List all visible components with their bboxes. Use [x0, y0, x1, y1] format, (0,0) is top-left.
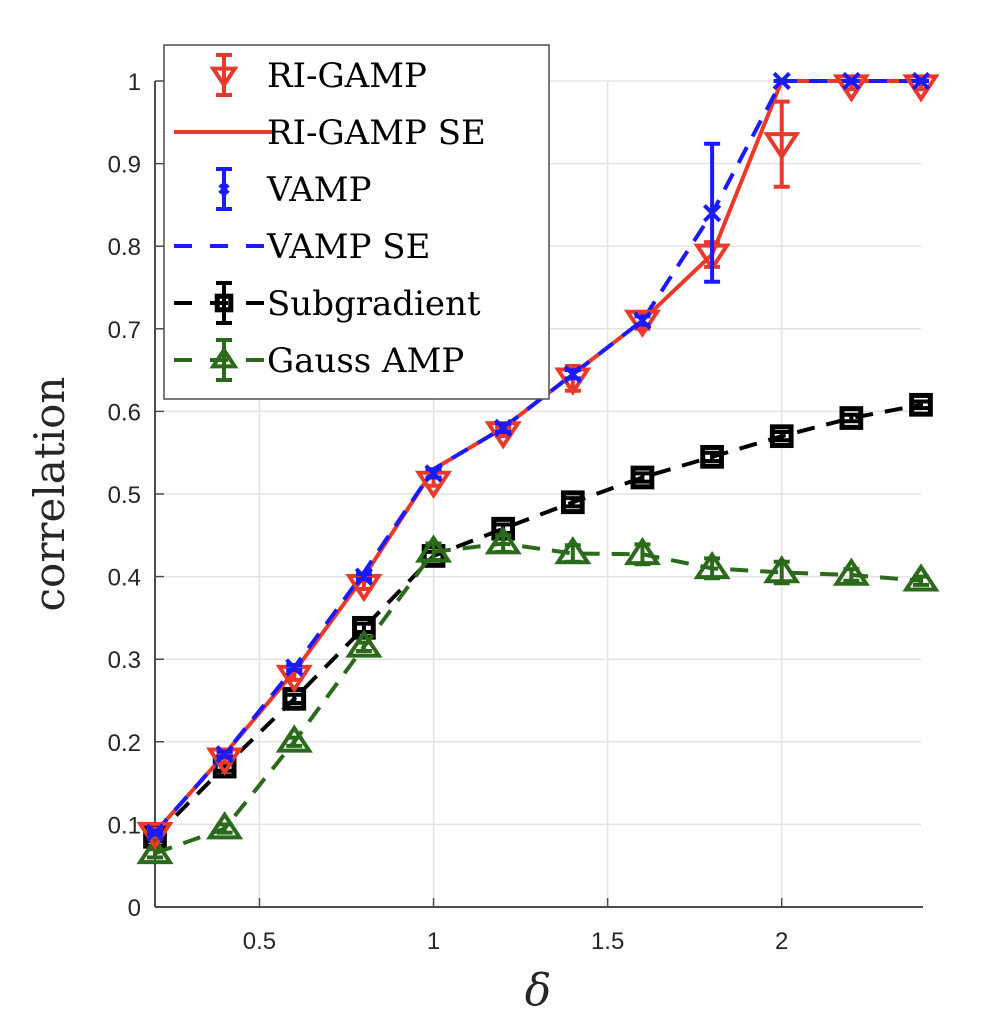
square-marker — [352, 615, 376, 640]
error-bar — [564, 496, 581, 509]
x-marker — [354, 567, 374, 586]
triangle-up-marker — [136, 835, 174, 865]
square-marker — [839, 406, 864, 430]
x-marker-stroke — [494, 418, 513, 438]
y-tick-label: 0.4 — [108, 565, 141, 592]
y-tick-label: 0.1 — [108, 812, 141, 839]
x-marker-stroke — [218, 183, 230, 195]
x-tick-label: 1 — [427, 928, 440, 955]
legend-label: VAMP SE — [266, 227, 430, 267]
series-vamp — [145, 71, 931, 842]
x-marker-stroke — [215, 745, 234, 764]
x-marker-stroke — [702, 204, 722, 223]
x-tick-label: 0.5 — [243, 928, 276, 955]
legend-entry: Gauss AMP — [174, 338, 464, 382]
x-marker — [563, 365, 582, 384]
y-tick-label: 0.7 — [108, 317, 141, 344]
error-bar — [913, 399, 929, 411]
triangle-up-marker — [554, 536, 592, 565]
y-tick-label: 0 — [128, 895, 141, 922]
square-marker — [909, 392, 933, 417]
legend-entry: VAMP SE — [174, 227, 430, 267]
legend-entry: Subgradient — [174, 281, 481, 325]
y-tick-label: 0.5 — [108, 482, 141, 509]
triangle-up-marker — [693, 550, 731, 580]
triangle-down-marker — [763, 132, 801, 161]
series-vamp-se — [153, 79, 921, 834]
legend-label: RI-GAMP SE — [267, 113, 486, 153]
square-marker — [769, 424, 794, 449]
x-axis-label: δ — [525, 965, 552, 1016]
legend-label: Subgradient — [267, 284, 481, 324]
triangle-up-marker — [484, 526, 522, 555]
triangle-down-marker — [209, 66, 239, 89]
error-bar — [773, 99, 790, 189]
x-tick-label: 2 — [775, 928, 788, 955]
x-marker — [218, 183, 230, 195]
triangle-up-marker — [206, 811, 244, 840]
triangle-up-marker — [902, 563, 940, 592]
y-tick-label: 0.3 — [108, 647, 141, 674]
y-tick-label: 0.6 — [108, 399, 141, 426]
y-tick-label: 0.8 — [108, 234, 141, 261]
x-marker — [285, 658, 304, 677]
x-marker-stroke — [842, 71, 861, 91]
x-marker — [494, 418, 513, 438]
triangle-up-marker — [345, 629, 383, 658]
x-marker-stroke — [424, 464, 443, 483]
x-marker — [424, 464, 443, 483]
y-tick-label: 1 — [128, 69, 141, 96]
x-marker-stroke — [633, 311, 652, 330]
error-bar — [286, 692, 303, 705]
x-marker — [772, 71, 791, 91]
square-marker — [560, 490, 585, 515]
y-axis-label: correlation — [25, 377, 74, 612]
x-marker-stroke — [772, 71, 791, 91]
x-marker — [911, 71, 931, 91]
triangle-up-marker — [414, 534, 453, 563]
triangle-up-marker — [763, 555, 801, 584]
error-bar — [773, 430, 790, 443]
x-tick-label: 1.5 — [591, 928, 624, 955]
x-marker-stroke — [145, 823, 165, 842]
x-marker-stroke — [354, 567, 374, 586]
triangle-up-marker — [623, 536, 662, 566]
series-gauss-amp — [136, 526, 940, 865]
error-bar — [843, 412, 860, 424]
square-marker — [214, 293, 234, 313]
legend-label: Gauss AMP — [267, 341, 464, 381]
x-marker — [145, 823, 165, 842]
legend-entry: RI-GAMP SE — [174, 113, 486, 153]
x-marker — [215, 745, 234, 764]
legend-entry: VAMP — [216, 167, 372, 211]
triangle-up-marker — [832, 557, 870, 586]
x-marker — [702, 204, 722, 223]
series-line — [153, 402, 922, 839]
y-tick-label: 0.2 — [108, 730, 141, 757]
triangle-up-marker — [275, 724, 313, 753]
axes: 0.5 1 1.5 2 0 0.1 0.2 0.3 0.4 0.5 0.6 0.7 0.8 0.9 1 — [108, 69, 923, 955]
error-bar — [634, 471, 651, 484]
legend: RI-GAMP RI-GAMP SE VAMP VAMP SE Subgradient G… — [163, 44, 550, 400]
series-line — [153, 79, 921, 834]
triangle-up-marker — [209, 346, 239, 369]
x-marker-stroke — [563, 365, 582, 384]
x-marker-stroke — [285, 658, 304, 677]
x-marker-stroke — [911, 71, 931, 91]
legend-label: RI-GAMP — [267, 56, 427, 96]
legend-label: VAMP — [266, 170, 372, 210]
x-marker — [842, 71, 861, 91]
square-marker — [630, 465, 655, 490]
x-marker — [633, 311, 652, 330]
error-bar — [704, 450, 721, 463]
y-tick-label: 0.9 — [108, 152, 141, 179]
series-layer — [136, 71, 940, 865]
square-marker — [700, 444, 724, 469]
legend-entry: RI-GAMP — [209, 53, 427, 97]
